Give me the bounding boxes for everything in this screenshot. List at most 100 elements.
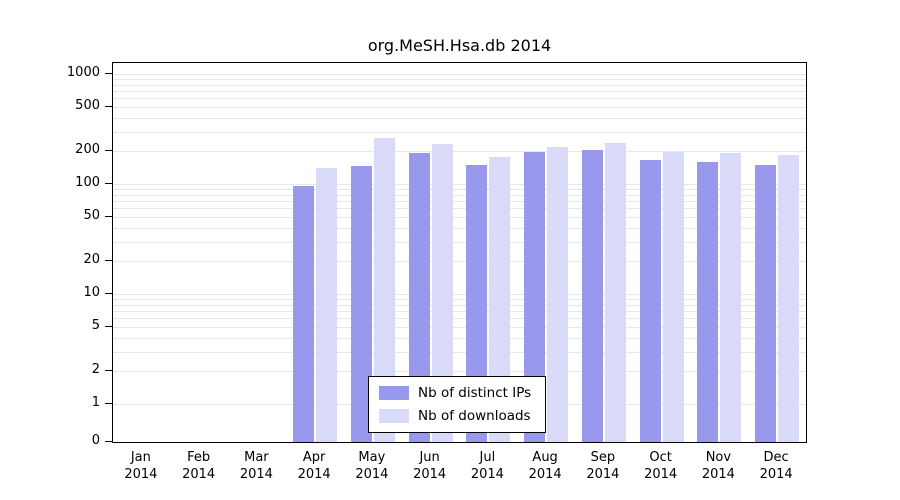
bar-downloads-aug — [547, 147, 569, 442]
gridline-60 — [113, 208, 806, 210]
x-tick-month: Sep — [590, 450, 616, 465]
gridline-8 — [113, 304, 806, 306]
x-tick-label-jun: Jun 2014 — [395, 449, 465, 483]
plot-area: Nb of distinct IPs Nb of downloads — [112, 62, 807, 443]
gridline-10 — [113, 294, 806, 295]
gridline-900 — [113, 79, 806, 81]
x-tick-year: 2014 — [644, 467, 678, 482]
legend-item-downloads: Nb of downloads — [379, 408, 531, 424]
x-tick-month: Oct — [649, 450, 672, 465]
x-tick-label-jul: Jul 2014 — [452, 449, 522, 483]
y-tick-label-10: 10 — [83, 285, 100, 300]
gridline-300 — [113, 131, 806, 133]
gridline-5 — [113, 327, 806, 329]
gridline-90 — [113, 189, 806, 191]
y-tick-label-200: 200 — [75, 141, 100, 157]
gridline-800 — [113, 84, 806, 86]
gridline-500 — [113, 107, 806, 109]
y-tick-label-50: 50 — [83, 208, 100, 224]
y-tick-mark-2 — [105, 369, 112, 371]
chart-title: org.MeSH.Hsa.db 2014 — [367, 36, 552, 55]
x-tick-year: 2014 — [355, 467, 389, 482]
y-tick-label-2: 2 — [91, 361, 100, 377]
y-tick-mark-1 — [105, 403, 112, 404]
y-tick-mark-0 — [105, 441, 112, 442]
bar-downloads-dec — [778, 154, 800, 442]
x-tick-label-jan: Jan 2014 — [106, 449, 176, 483]
bar-distinct-ips-nov — [697, 161, 719, 442]
legend-swatch-distinct-ips — [379, 386, 409, 400]
x-tick-month: Mar — [244, 450, 269, 465]
bar-downloads-jun — [431, 144, 453, 442]
legend: Nb of distinct IPs Nb of downloads — [368, 376, 547, 433]
legend-label-downloads: Nb of downloads — [418, 408, 531, 424]
bar-downloads-oct — [662, 152, 684, 442]
x-tick-month: Dec — [763, 450, 789, 465]
y-tick-label-20: 20 — [83, 251, 100, 267]
gridline-70 — [113, 201, 806, 203]
gridline-9 — [113, 299, 806, 301]
x-tick-year: 2014 — [124, 467, 158, 482]
y-tick-mark-500 — [105, 106, 112, 108]
gridline-700 — [113, 91, 806, 93]
x-tick-label-mar: Mar 2014 — [221, 449, 291, 483]
bar-distinct-ips-apr — [293, 186, 315, 442]
gridline-2 — [113, 370, 806, 372]
y-tick-mark-1000 — [105, 73, 112, 74]
bar-distinct-ips-oct — [639, 160, 661, 442]
x-tick-label-apr: Apr 2014 — [279, 449, 349, 483]
y-tick-label-5: 5 — [91, 318, 100, 334]
bar-distinct-ips-jul — [466, 164, 488, 442]
x-tick-month: Jan — [130, 450, 151, 465]
x-tick-month: Nov — [705, 450, 732, 465]
x-tick-month: Jun — [419, 450, 440, 465]
gridline-600 — [113, 98, 806, 100]
x-tick-year: 2014 — [413, 467, 447, 482]
x-tick-label-may: May 2014 — [337, 449, 407, 483]
gridline-3 — [113, 351, 806, 353]
bar-distinct-ips-jun — [408, 153, 430, 442]
gridline-6 — [113, 318, 806, 320]
x-tick-label-dec: Dec 2014 — [741, 449, 811, 483]
legend-item-distinct-ips: Nb of distinct IPs — [379, 385, 531, 401]
y-tick-mark-100 — [105, 183, 112, 184]
x-tick-month: Feb — [187, 450, 211, 465]
legend-label-distinct-ips: Nb of distinct IPs — [418, 385, 532, 401]
x-tick-label-feb: Feb 2014 — [164, 449, 234, 483]
x-tick-year: 2014 — [239, 467, 273, 482]
y-tick-label-1000: 1000 — [66, 65, 100, 80]
gridlines-layer — [113, 63, 806, 442]
bar-downloads-sep — [604, 143, 626, 442]
gridline-7 — [113, 311, 806, 313]
y-tick-label-100: 100 — [75, 175, 100, 190]
bar-distinct-ips-may — [350, 166, 372, 442]
y-tick-mark-200 — [105, 149, 112, 151]
y-tick-mark-5 — [105, 326, 112, 328]
gridline-50 — [113, 217, 806, 219]
gridline-30 — [113, 241, 806, 243]
x-tick-year: 2014 — [182, 467, 216, 482]
bar-distinct-ips-sep — [581, 149, 603, 442]
x-tick-year: 2014 — [701, 467, 735, 482]
x-tick-month: Aug — [532, 450, 558, 465]
y-tick-label-0: 0 — [91, 433, 100, 448]
x-tick-label-sep: Sep 2014 — [568, 449, 638, 483]
x-tick-label-oct: Oct 2014 — [626, 449, 696, 483]
x-tick-year: 2014 — [297, 467, 331, 482]
x-tick-year: 2014 — [528, 467, 562, 482]
gridline-80 — [113, 194, 806, 196]
y-tick-mark-50 — [105, 216, 112, 218]
x-tick-label-nov: Nov 2014 — [683, 449, 753, 483]
gridline-100 — [113, 184, 806, 185]
bar-downloads-apr — [316, 167, 338, 442]
bar-distinct-ips-aug — [524, 152, 546, 442]
legend-swatch-downloads — [379, 409, 409, 423]
gridline-40 — [113, 227, 806, 229]
y-tick-label-1: 1 — [91, 395, 100, 410]
bar-downloads-may — [373, 138, 395, 442]
gridline-20 — [113, 260, 806, 262]
x-tick-label-aug: Aug 2014 — [510, 449, 580, 483]
x-tick-year: 2014 — [586, 467, 620, 482]
bar-downloads-nov — [720, 153, 742, 442]
